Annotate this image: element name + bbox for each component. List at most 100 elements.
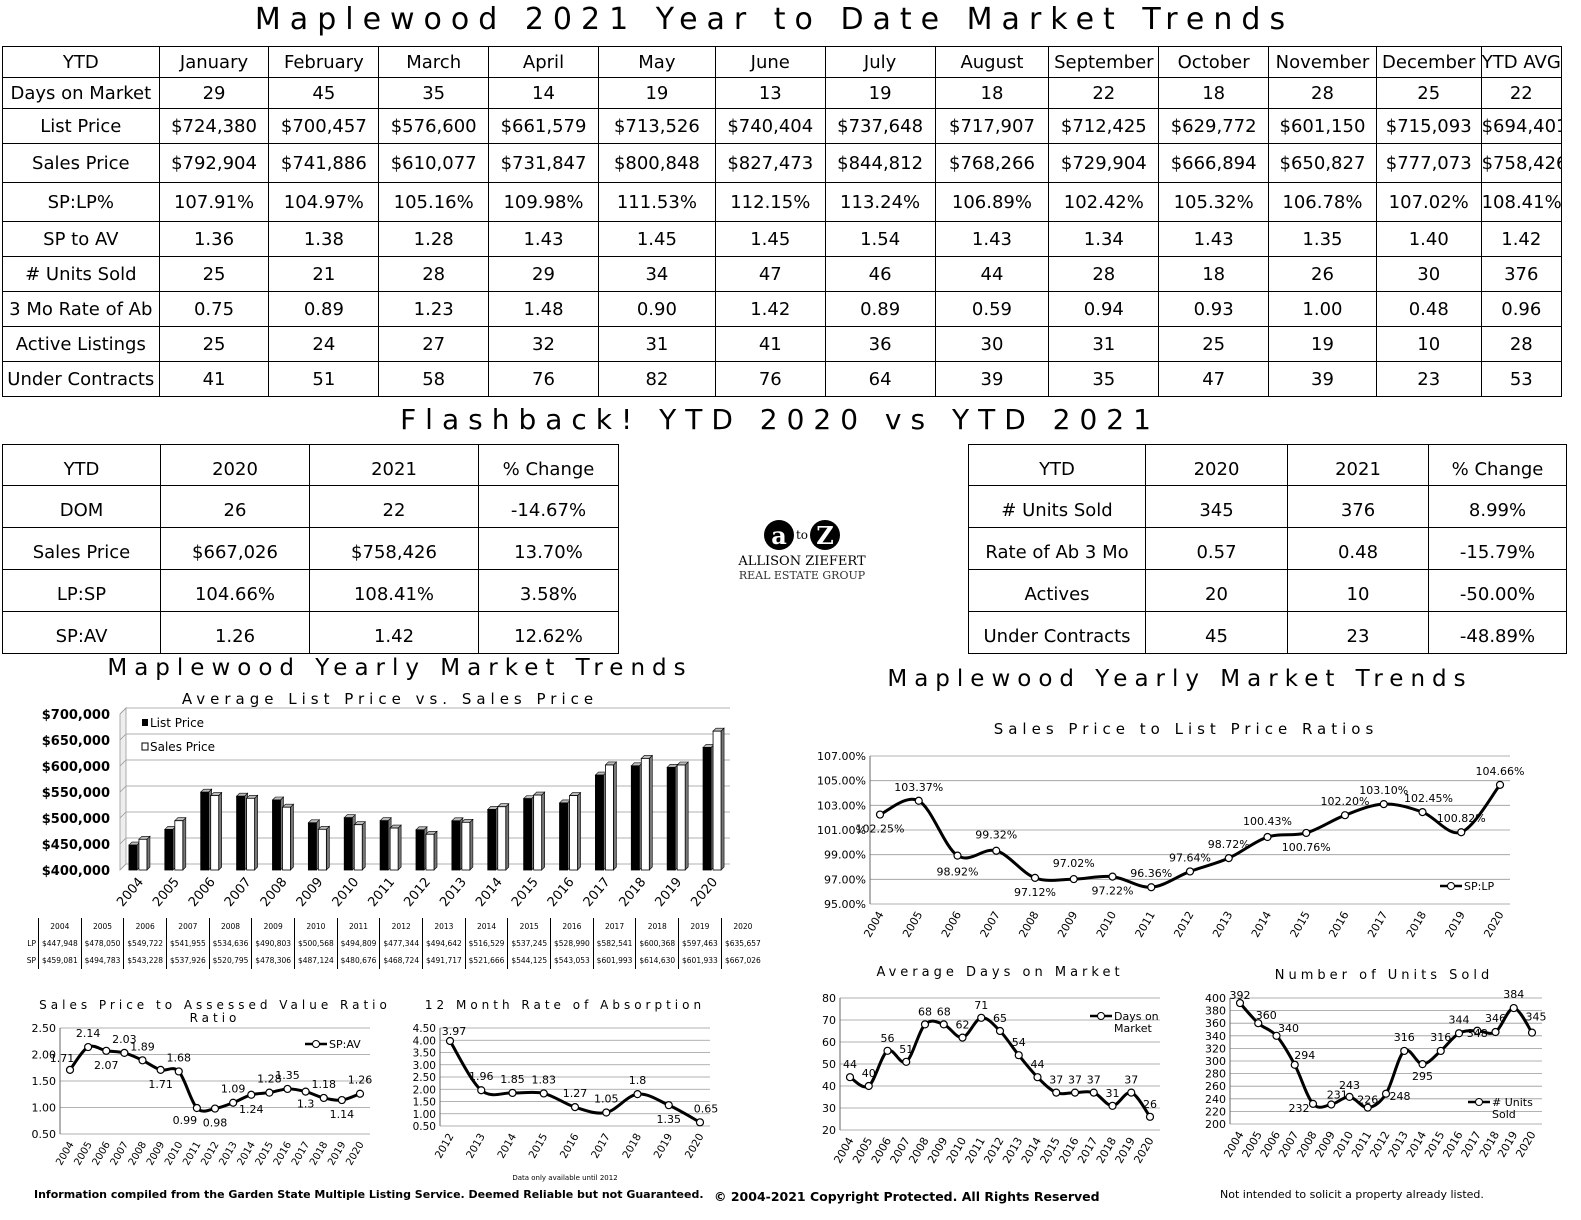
data-point bbox=[1527, 1028, 1537, 1037]
x-tick-label: 2009 bbox=[294, 875, 327, 910]
lp-sp-year: 2016 bbox=[550, 918, 594, 935]
ytd-cell: 47 bbox=[1158, 361, 1270, 397]
sp-value: $480,676 bbox=[336, 952, 380, 969]
data-label: 1.3 bbox=[297, 1098, 315, 1111]
sales-price-bar-side bbox=[613, 761, 617, 871]
ytd-cell: 28 bbox=[1268, 77, 1377, 109]
ytd-cell: 1.36 bbox=[158, 221, 270, 257]
data-point bbox=[84, 1042, 93, 1052]
legend-label: Sold bbox=[1492, 1108, 1516, 1121]
x-tick-label: 2016 bbox=[1326, 909, 1351, 940]
flashback-row: # Units Sold 345 376 8.99% bbox=[968, 485, 1567, 528]
lp-value: $447,948 bbox=[38, 935, 82, 952]
legend-marker bbox=[1097, 1012, 1105, 1020]
sales-price-bar bbox=[174, 820, 184, 871]
ytd-cell: 0.90 bbox=[597, 291, 716, 327]
data-point bbox=[174, 1067, 183, 1076]
ytd-cell: 31 bbox=[1048, 326, 1160, 362]
sp-value: $543,228 bbox=[123, 952, 167, 969]
data-point bbox=[265, 1088, 274, 1097]
data-point bbox=[664, 1101, 673, 1110]
x-tick-label: 2012 bbox=[433, 1132, 457, 1161]
flashback-cell: 1.26 bbox=[160, 611, 310, 654]
ytd-cell: 106.89% bbox=[934, 182, 1050, 222]
ytd-cell: 23 bbox=[1375, 361, 1482, 397]
data-label: 1.24 bbox=[239, 1103, 264, 1116]
ytd-cell: 24 bbox=[268, 326, 380, 362]
x-tick-label: 2020 bbox=[1481, 909, 1506, 940]
data-label: 2.07 bbox=[94, 1059, 119, 1072]
legend-list-swatch bbox=[142, 719, 148, 726]
data-label: 1.96 bbox=[469, 1070, 494, 1083]
y-tick-label: 300 bbox=[1205, 1055, 1226, 1068]
ytd-row-label: 3 Mo Rate of Ab bbox=[2, 291, 160, 327]
chart-title: Average Days on Market bbox=[876, 965, 1123, 980]
flashback-cell: 10 bbox=[1287, 569, 1429, 612]
x-tick-label: 2012 bbox=[1171, 909, 1196, 940]
ytd-cell: $629,772 bbox=[1158, 108, 1270, 144]
ytd-table-row: 3 Mo Rate of Ab 0.75 0.89 1.23 1.48 0.90 1.42 0… bbox=[2, 291, 1563, 327]
ytd-cell: 35 bbox=[1048, 361, 1160, 397]
lp-sp-year: 2011 bbox=[336, 918, 380, 935]
ytd-cell: 0.89 bbox=[824, 291, 936, 327]
data-point bbox=[65, 1065, 75, 1074]
footer-disclaimer: Not intended to solicit a property alrea… bbox=[1220, 1188, 1484, 1201]
ytd-cell: 102.42% bbox=[1048, 182, 1160, 222]
ytd-cell: 109.98% bbox=[488, 182, 599, 222]
flashback-cell: $667,026 bbox=[160, 527, 310, 570]
sales-price-bar bbox=[640, 757, 650, 871]
data-label: 1.35 bbox=[657, 1113, 682, 1126]
data-point bbox=[914, 796, 923, 805]
data-point bbox=[102, 1046, 111, 1055]
data-label: 360 bbox=[1256, 1009, 1277, 1022]
sp-value: $614,630 bbox=[635, 952, 679, 969]
flashback-cell: 23 bbox=[1287, 611, 1429, 654]
legend-list-label: List Price bbox=[150, 716, 204, 730]
y-tick-label: 200 bbox=[1205, 1118, 1226, 1131]
data-point bbox=[1052, 1088, 1061, 1097]
flashback-cell: 345 bbox=[1145, 485, 1288, 528]
data-label: 98.92% bbox=[937, 866, 979, 879]
flashback-column-header: YTD bbox=[2, 444, 161, 486]
data-point bbox=[508, 1088, 517, 1098]
flashback-column-header: 2021 bbox=[309, 444, 479, 486]
lp-value: $582,541 bbox=[592, 935, 636, 952]
lp-sp-year: 2018 bbox=[635, 918, 679, 935]
data-label: 37 bbox=[1068, 1074, 1082, 1087]
ytd-cell: 19 bbox=[597, 77, 716, 109]
sales-price-bar-side bbox=[541, 791, 545, 871]
y-tick-label: 3.00 bbox=[413, 1060, 436, 1072]
y-tick-label: 70 bbox=[822, 1014, 836, 1027]
flashback-cell: 12.62% bbox=[478, 611, 619, 654]
flashback-row: Actives 20 10 -50.00% bbox=[968, 569, 1567, 612]
x-tick-label: 2006 bbox=[186, 875, 219, 910]
flashback-row: DOM 26 22 -14.67% bbox=[2, 485, 619, 528]
ytd-cell: 107.02% bbox=[1375, 182, 1482, 222]
ytd-column-header: April bbox=[488, 46, 599, 78]
data-label: 384 bbox=[1503, 988, 1524, 1001]
sp-value: $601,993 bbox=[592, 952, 636, 969]
y-tick-label: 1.50 bbox=[413, 1097, 436, 1109]
ytd-cell: 28 bbox=[378, 256, 490, 292]
data-label: 62 bbox=[956, 1019, 970, 1032]
lp-sp-year: 2010 bbox=[294, 918, 338, 935]
ytd-table-row: Sales Price $792,904 $741,886 $610,077 $731,… bbox=[2, 143, 1563, 183]
data-label: 54 bbox=[1012, 1036, 1026, 1049]
data-point bbox=[1418, 808, 1427, 817]
ytd-cell: 47 bbox=[714, 256, 826, 292]
gridline-depth bbox=[119, 707, 127, 715]
flashback-row-label: Sales Price bbox=[2, 527, 161, 570]
x-tick-label: 2007 bbox=[978, 909, 1003, 940]
ytd-column-header: June bbox=[714, 46, 826, 78]
ytd-cell: 1.42 bbox=[714, 291, 826, 327]
ytd-column-header: February bbox=[268, 46, 380, 78]
legend-label: Market bbox=[1114, 1022, 1152, 1035]
sales-price-bar-side bbox=[397, 824, 402, 871]
ytd-cell: 0.94 bbox=[1048, 291, 1160, 327]
y-tick-label: 1.00 bbox=[413, 1109, 436, 1121]
y-tick-label: 4.50 bbox=[413, 1023, 436, 1035]
x-tick-label: 2009 bbox=[1055, 909, 1080, 940]
sp-value: $468,724 bbox=[379, 952, 423, 969]
sales-price-bar bbox=[676, 764, 686, 871]
ytd-cell: 13 bbox=[714, 77, 826, 109]
